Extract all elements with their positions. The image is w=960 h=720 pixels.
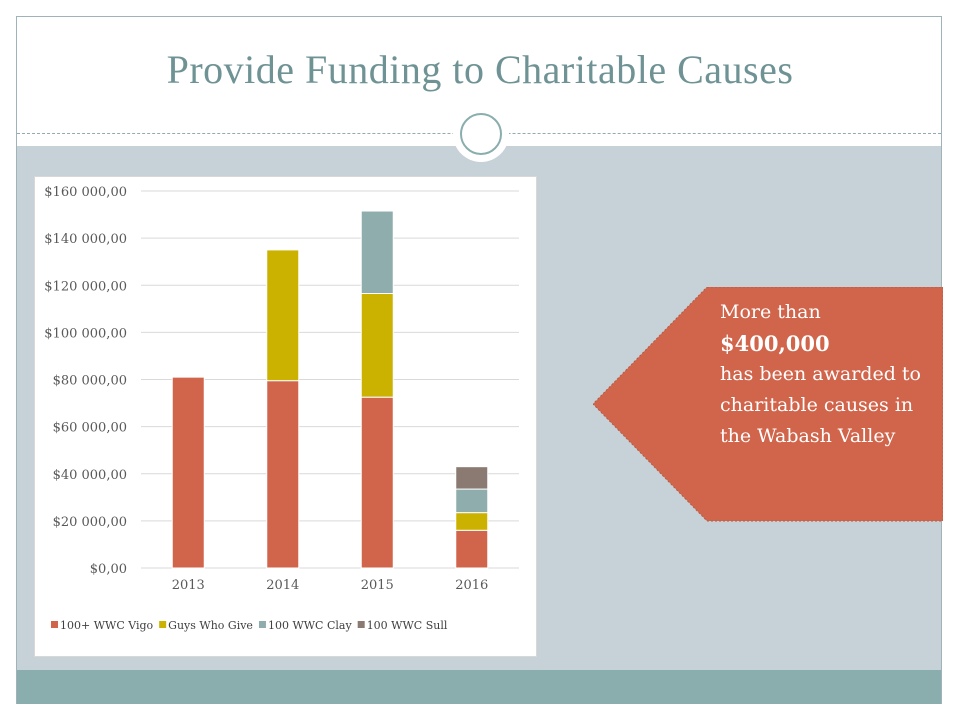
chart-container: $0,00 $20 000,00 $40 000,00 $60 000,00 $80 0…	[34, 176, 537, 657]
callout-line-1: More than	[720, 301, 821, 323]
y-tick-label: $100 000,00	[44, 326, 127, 341]
x-tick-label: 2014	[266, 578, 299, 593]
bar-segment	[455, 488, 489, 514]
y-tick-label: $140 000,00	[44, 232, 127, 247]
bar-segment	[455, 529, 489, 569]
bar-segment	[360, 292, 394, 398]
legend-label: 100 WWC Clay	[268, 619, 353, 632]
legend-swatch	[258, 621, 266, 628]
x-tick-label: 2013	[172, 578, 205, 593]
divider-ring-icon	[460, 113, 502, 155]
bar-segment	[455, 512, 489, 531]
y-tick-label: $20 000,00	[53, 515, 127, 530]
legend-label: Guys Who Give	[168, 619, 253, 632]
y-tick-label: $80 000,00	[53, 374, 127, 389]
y-tick-label: $160 000,00	[44, 185, 127, 200]
bar-segment	[266, 249, 300, 382]
x-tick-label: 2015	[361, 578, 394, 593]
bar-segment	[171, 376, 205, 569]
y-tick-label: $120 000,00	[44, 279, 127, 294]
callout-text: More than $400,000 has been awarded to c…	[720, 297, 945, 452]
callout-line-3: has been awarded to charitable causes in…	[720, 363, 921, 447]
x-tick-label: 2016	[455, 578, 488, 593]
footer-band	[17, 670, 941, 704]
callout-arrow-shape	[593, 287, 943, 522]
y-tick-label: $40 000,00	[53, 468, 127, 483]
y-tick-label: $60 000,00	[53, 421, 127, 436]
legend-label: 100+ WWC Vigo	[60, 619, 154, 632]
y-tick-label: $0,00	[90, 562, 127, 577]
legend-swatch	[159, 621, 167, 628]
stacked-bar-chart: $0,00 $20 000,00 $40 000,00 $60 000,00 $80 0…	[44, 185, 519, 632]
legend-swatch	[357, 621, 365, 628]
callout-amount: $400,000	[720, 331, 830, 356]
legend-label: 100 WWC Sull	[367, 619, 448, 632]
bar-segment	[266, 380, 300, 569]
bar-segment	[360, 396, 394, 569]
bar-segment	[455, 466, 489, 490]
bar-segment	[360, 210, 394, 294]
legend-swatch	[51, 621, 58, 628]
slide-title: Provide Funding to Charitable Causes	[166, 47, 794, 92]
